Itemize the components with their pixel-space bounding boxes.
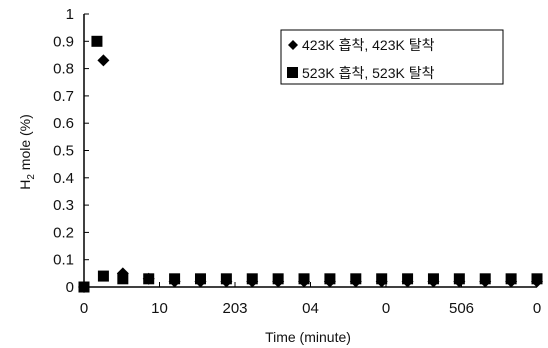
series-2-point xyxy=(97,270,109,282)
legend-square-icon xyxy=(287,67,298,78)
series-2-point xyxy=(194,273,206,285)
y-ticks: 0 0.1 0.2 0.3 0.4 0.5 0.6 0.7 0.8 0.9 1 xyxy=(53,6,89,296)
y-tick-label: 0.3 xyxy=(53,197,74,214)
series-2-point xyxy=(350,273,362,285)
series-2-point xyxy=(91,35,103,47)
y-axis-title-rest: mole (%) xyxy=(17,114,33,174)
x-axis-title: Time (minute) xyxy=(265,329,351,345)
legend-label-series-2: 523K 흡착, 523K 탈착 xyxy=(302,65,435,81)
data-points xyxy=(78,35,543,293)
legend-diamond-icon xyxy=(288,40,298,50)
y-tick-label: 0.1 xyxy=(53,252,74,269)
y-tick-label: 0.6 xyxy=(53,115,74,132)
y-axis-title-subscript: 2 xyxy=(26,174,37,180)
series-2-point xyxy=(427,273,439,285)
x-tick-label: 203 xyxy=(222,300,247,317)
x-tick-label: 10 xyxy=(151,300,168,317)
series-1-point xyxy=(97,54,110,67)
series-2-point xyxy=(376,273,388,285)
x-ticks: 0 10 203 04 0 506 0 xyxy=(80,282,541,317)
y-tick-label: 0.8 xyxy=(53,61,74,78)
series-2-point xyxy=(246,273,258,285)
series-2-point xyxy=(143,273,155,285)
y-tick-label: 0 xyxy=(66,279,74,296)
legend-label-series-1: 423K 흡착, 423K 탈착 xyxy=(302,37,435,53)
series-2-point xyxy=(479,273,491,285)
x-tick-label: 506 xyxy=(449,300,474,317)
series-2-point xyxy=(117,273,129,285)
legend: 423K 흡착, 423K 탈착 523K 흡착, 523K 탈착 xyxy=(280,29,504,85)
series-2-point xyxy=(220,273,232,285)
series-2-point xyxy=(402,273,414,285)
series-2-point xyxy=(78,281,90,293)
x-tick-label: 0 xyxy=(533,300,541,317)
series-2-point xyxy=(531,273,543,285)
series-2-point xyxy=(453,273,465,285)
y-tick-label: 0.4 xyxy=(53,170,74,187)
series-2-point xyxy=(324,273,336,285)
legend-box xyxy=(280,29,504,85)
svg-text:H2 mole (%): H2 mole (%) xyxy=(17,114,37,190)
y-tick-label: 0.9 xyxy=(53,33,74,50)
y-axis-title-main: H xyxy=(17,180,33,190)
x-tick-label: 04 xyxy=(302,300,319,317)
y-tick-label: 0.2 xyxy=(53,224,74,241)
y-tick-label: 0.7 xyxy=(53,88,74,105)
y-axis-title: H2 mole (%) xyxy=(17,114,37,190)
series-2-point xyxy=(272,273,284,285)
y-tick-label: 0.5 xyxy=(53,143,74,160)
series-2-point xyxy=(298,273,310,285)
series-2-point xyxy=(169,273,181,285)
y-tick-label: 1 xyxy=(66,6,74,23)
x-tick-label: 0 xyxy=(80,300,88,317)
series-2-point xyxy=(505,273,517,285)
x-tick-label: 0 xyxy=(382,300,390,317)
